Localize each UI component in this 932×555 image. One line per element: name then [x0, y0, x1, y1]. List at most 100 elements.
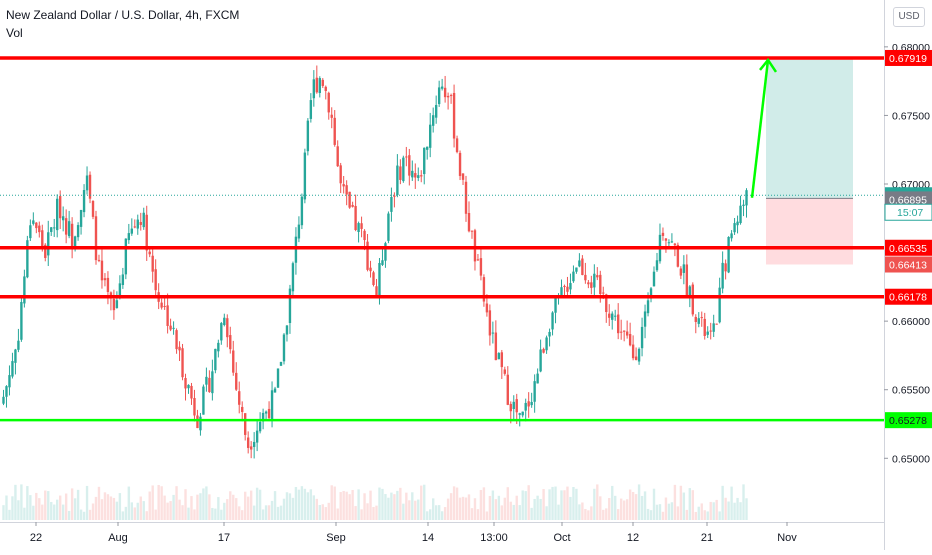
candle-body — [390, 196, 393, 212]
level-badge-bg — [885, 412, 932, 429]
candle-body — [402, 157, 405, 182]
candle-body — [199, 416, 202, 431]
currency-button[interactable]: USD — [893, 7, 925, 27]
volume-bar — [20, 484, 23, 520]
candle-body — [494, 332, 498, 361]
target-arrow[interactable] — [750, 59, 770, 198]
price-axis[interactable] — [884, 0, 932, 550]
x-tick-label: Nov — [777, 532, 797, 544]
volume-bar — [136, 502, 139, 520]
candle-body — [26, 240, 29, 278]
stop-price-badge: 0.66413 — [885, 256, 932, 273]
x-tick-label: 17 — [218, 532, 230, 544]
profit-zone[interactable] — [766, 57, 853, 199]
candle-body — [384, 243, 387, 261]
candle-body — [721, 262, 724, 289]
volume-bar — [542, 489, 545, 520]
volume-bar — [533, 498, 536, 520]
volume-bar — [530, 507, 533, 520]
level-badge-bg — [885, 239, 932, 256]
candle-body — [44, 244, 47, 258]
volume-bar — [417, 499, 420, 520]
level-badge-text: 0.66178 — [889, 292, 927, 304]
level-badge-text: 0.66535 — [889, 243, 927, 255]
candle-body — [524, 402, 527, 411]
candle-body — [127, 233, 131, 241]
volume-bar — [679, 485, 683, 520]
volume-bar — [79, 509, 83, 520]
candle-body — [258, 421, 262, 432]
volume-bar — [85, 485, 89, 520]
volume-bar — [199, 493, 202, 520]
volume-bar — [232, 494, 235, 520]
candle-body — [360, 223, 363, 229]
volume-bar — [688, 488, 692, 520]
stop-zone[interactable] — [766, 198, 853, 265]
candle-body — [727, 236, 730, 273]
volume-bar — [154, 509, 157, 520]
volume-bar — [23, 507, 26, 520]
volume-bar — [133, 507, 136, 520]
candle-body — [276, 368, 280, 388]
volume-bar — [249, 490, 253, 520]
volume-bar — [70, 488, 74, 520]
volume-bar — [736, 497, 739, 520]
candle-body — [599, 274, 602, 295]
candle-body — [411, 170, 414, 178]
candle-body — [375, 286, 378, 296]
candle-body — [288, 288, 292, 323]
candle-body — [426, 146, 429, 150]
candle-body — [297, 224, 301, 239]
candle-body — [324, 86, 327, 91]
volume-bar — [241, 510, 244, 520]
candle-body — [32, 220, 35, 224]
candle-body — [300, 196, 304, 226]
volume-bar — [509, 501, 512, 520]
candle-body — [473, 230, 477, 262]
candle-body — [91, 200, 95, 217]
candle-body — [575, 267, 578, 272]
candle-body — [718, 287, 721, 323]
candle-body — [542, 348, 545, 353]
volume-bar — [58, 495, 62, 520]
volume-bar — [667, 503, 671, 520]
candle-body — [482, 277, 486, 302]
candle-body — [267, 408, 271, 419]
candle-body — [521, 411, 524, 416]
candle-body — [106, 277, 110, 293]
volume-bar — [291, 497, 295, 520]
candle-body — [255, 430, 259, 443]
candle-body — [97, 259, 101, 261]
volume-bar — [64, 493, 68, 520]
candle-body — [649, 288, 653, 299]
volume-bar — [399, 487, 402, 520]
volume-bar — [673, 484, 677, 520]
level-price-badge: 0.66535 — [885, 239, 932, 256]
candle-body — [214, 348, 217, 371]
volume-bar — [464, 497, 468, 520]
candle-body — [545, 337, 548, 351]
volume-bar — [214, 508, 217, 520]
volume-bar — [35, 492, 38, 520]
volume-bar — [599, 496, 602, 520]
volume-bar — [390, 492, 393, 520]
candle-body — [443, 87, 447, 98]
level-badge-bg — [885, 49, 932, 66]
volume-bar — [252, 505, 256, 520]
candle-body — [178, 346, 181, 351]
volume-bar — [148, 491, 151, 520]
volume-bar — [560, 490, 563, 520]
volume-bar — [682, 492, 686, 520]
candle-body — [235, 372, 238, 390]
candle-body — [270, 390, 274, 420]
candle-body — [130, 228, 133, 234]
volume-bar — [721, 485, 724, 520]
candle-body — [330, 114, 333, 118]
candle-body — [715, 323, 718, 325]
volume-bar — [539, 498, 542, 520]
volume-bar — [393, 494, 396, 520]
volume-bar — [357, 489, 360, 520]
candle-body — [172, 327, 175, 329]
